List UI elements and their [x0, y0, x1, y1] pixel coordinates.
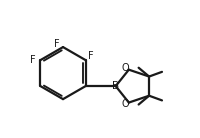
Text: F: F: [30, 55, 36, 65]
Text: B: B: [112, 81, 119, 91]
Text: F: F: [88, 51, 93, 61]
Text: O: O: [121, 63, 129, 73]
Text: F: F: [54, 39, 60, 49]
Text: O: O: [121, 99, 129, 109]
